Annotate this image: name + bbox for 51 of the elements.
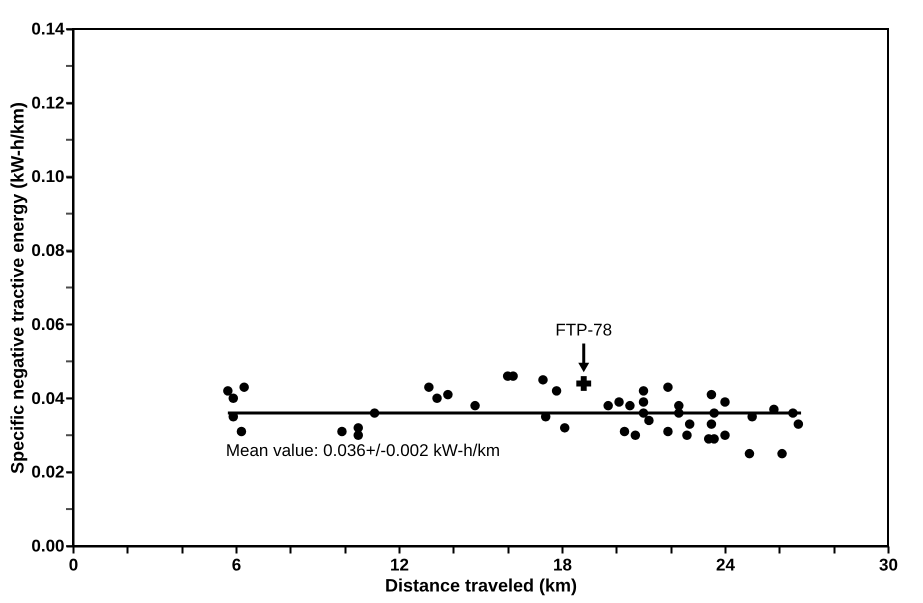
point (682, 430, 692, 440)
point (625, 400, 635, 410)
y-tick-label: 0.02 (31, 462, 64, 482)
point (794, 419, 804, 429)
point (223, 386, 233, 396)
point (432, 394, 442, 404)
y-tick-label: 0.10 (31, 167, 64, 186)
point (236, 426, 246, 436)
point (630, 430, 640, 440)
x-tick-label: 18 (553, 556, 572, 574)
point (560, 423, 570, 433)
y-tick-label: 0.00 (31, 536, 64, 556)
point (777, 448, 787, 458)
point (614, 397, 624, 407)
x-axis-title: Distance traveled (km) (384, 576, 578, 596)
annotation: Mean value: 0.036+/-0.002 kW-h/km (226, 441, 500, 460)
x-tick-label: 6 (232, 556, 242, 574)
point (720, 430, 730, 440)
point (638, 386, 648, 396)
point (684, 419, 694, 429)
point (620, 426, 630, 436)
point (470, 400, 480, 410)
x-tick-label: 12 (390, 556, 409, 574)
point (663, 426, 673, 436)
point (663, 382, 673, 392)
point (239, 382, 249, 392)
point (720, 397, 730, 407)
x-tick-label: 30 (879, 556, 898, 574)
point (744, 448, 754, 458)
point (638, 397, 648, 407)
point (552, 386, 562, 396)
x-tick-label: 24 (716, 556, 736, 574)
y-tick-label: 0.08 (31, 241, 64, 260)
point (644, 416, 654, 426)
y-tick-label: 0.04 (31, 388, 66, 408)
point (443, 390, 453, 400)
y-tick-label: 0.12 (31, 93, 64, 112)
point (337, 426, 347, 436)
y-axis-title: Specific negative tractive energy (kW-h/km) (7, 102, 28, 474)
y-tick-label: 0.14 (31, 20, 66, 38)
point (538, 375, 548, 385)
annotation: FTP-78 (555, 320, 612, 340)
y-tick-label: 0.06 (31, 314, 64, 334)
point (603, 400, 613, 410)
point (706, 419, 716, 429)
point (424, 382, 434, 392)
x-tick-label: 0 (68, 556, 78, 574)
point (576, 376, 592, 391)
point (706, 390, 716, 400)
point (354, 430, 363, 440)
point (228, 394, 238, 404)
